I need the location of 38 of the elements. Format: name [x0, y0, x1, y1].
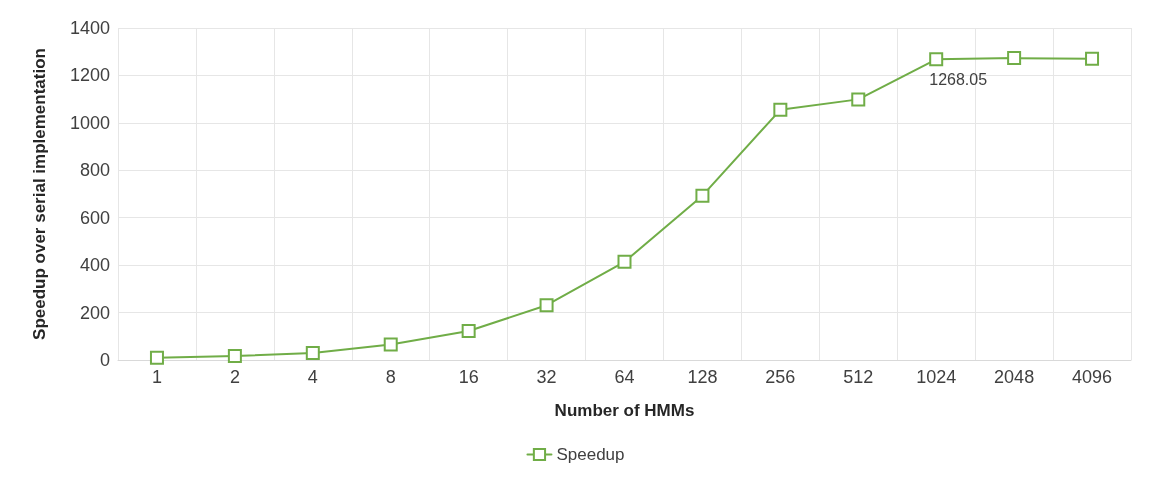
y-tick-label: 1200: [69, 65, 110, 86]
x-tick-label: 64: [614, 367, 635, 387]
x-tick-label: 512: [843, 367, 874, 387]
point: [773, 102, 788, 117]
x-tick-label: 1024: [916, 367, 957, 387]
point: [461, 324, 476, 339]
y-tick-label: 600: [79, 207, 110, 228]
point: [227, 348, 242, 363]
point: [539, 298, 554, 313]
point: [383, 337, 398, 352]
legend-label: Speedup: [556, 445, 625, 464]
y-tick-label: 200: [79, 302, 110, 323]
point: [149, 350, 164, 365]
x-tick-label: 8: [385, 367, 396, 387]
point: [929, 52, 944, 67]
x-tick-label: 32: [536, 367, 557, 387]
point: [851, 92, 866, 107]
point: [1007, 51, 1022, 66]
x-tick-label: 16: [458, 367, 479, 387]
point: [695, 188, 710, 203]
y-tick-label: 800: [79, 160, 110, 181]
y-tick-label: 1400: [69, 18, 110, 38]
x-tick-label: 2: [229, 367, 240, 387]
x-tick-label: 1: [151, 367, 162, 387]
x-tick-label: 2048: [994, 367, 1035, 387]
x-tick-label: 128: [687, 367, 718, 387]
y-tick-label: 400: [79, 255, 110, 276]
point: [305, 345, 320, 360]
point: [617, 254, 632, 269]
point: [1085, 51, 1100, 66]
y-tick-label: 1000: [69, 112, 110, 133]
y-tick-label: 0: [99, 350, 110, 370]
x-axis-title: Number of HMMs: [554, 401, 695, 420]
data-label: 1268.05: [929, 70, 988, 88]
x-tick-label: 4096: [1072, 367, 1113, 387]
x-tick-label: 256: [765, 367, 796, 387]
x-tick-label: 4: [307, 367, 318, 387]
y-axis-title: Speedup over serial implementation: [30, 48, 49, 340]
